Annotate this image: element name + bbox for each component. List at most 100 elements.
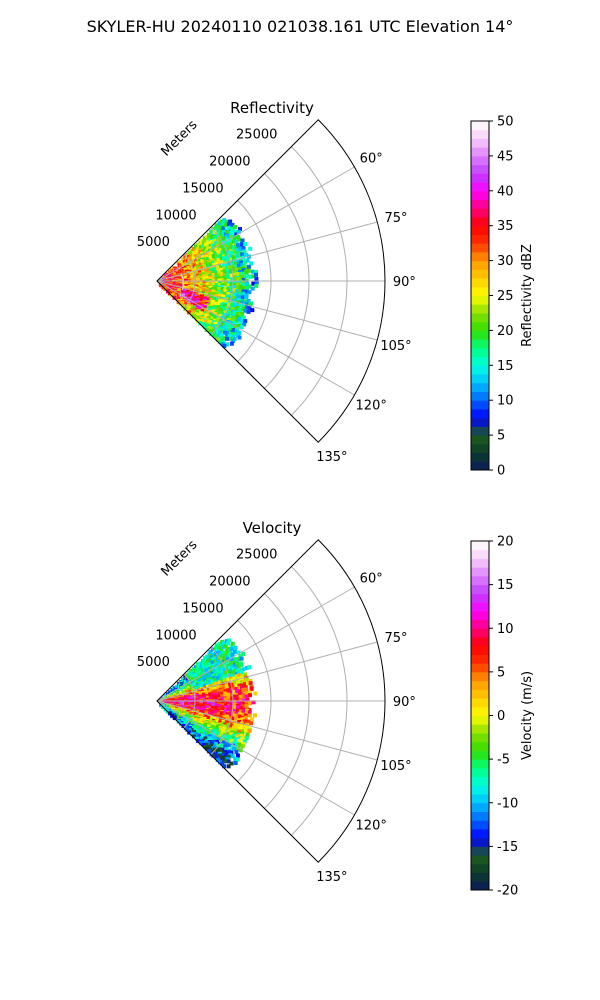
range-tick-label: 25000 (236, 548, 277, 563)
radar-gate (224, 280, 229, 285)
radar-gate (206, 731, 211, 736)
radar-gate (193, 307, 198, 312)
radar-gate (221, 280, 226, 285)
radar-gate (249, 686, 254, 691)
radar-gate (223, 709, 228, 714)
colorbar-segment (471, 251, 489, 262)
radar-gate (219, 711, 224, 716)
radar-gate (181, 724, 186, 728)
radar-gate (229, 693, 234, 698)
radar-gate (235, 248, 239, 253)
colorbar-segment (471, 408, 489, 419)
radar-gate (245, 258, 250, 263)
radar-gate (231, 321, 236, 326)
colorbar-segment (471, 391, 489, 401)
radar-gate (206, 736, 210, 741)
radar-gate (234, 749, 239, 754)
radar-gate (242, 701, 247, 706)
radar-gate (211, 227, 216, 232)
radar-gate (236, 230, 241, 234)
colorbar-segment (471, 121, 489, 131)
radar-gate (242, 322, 247, 327)
radar-gate (218, 685, 223, 689)
radar-gate (221, 309, 226, 314)
radar-gate (244, 286, 249, 291)
radar-gate (242, 694, 247, 699)
radar-gate (238, 266, 243, 271)
radar-gate (230, 277, 235, 282)
colorbar-segment (471, 584, 489, 594)
azimuth-tick-label: 75° (384, 211, 407, 226)
radar-gate (218, 718, 223, 723)
radar-gate (226, 707, 231, 712)
radar-gate (220, 761, 225, 766)
radar-gate (240, 674, 245, 679)
colorbar-segment (471, 147, 489, 157)
radar-gate (213, 653, 217, 658)
colorbar-segment (471, 654, 489, 664)
azimuth-tick-label: 105° (380, 759, 411, 774)
radar-gate (215, 704, 220, 709)
radar-gate (245, 732, 250, 737)
radar-gate (201, 312, 206, 317)
radar-gate (223, 310, 228, 315)
colorbar-segment (471, 575, 489, 586)
radar-gate (239, 656, 244, 661)
radar-gate (219, 314, 224, 318)
radar-gate (208, 285, 213, 290)
colorbar-segment (471, 619, 489, 629)
colorbar-segment (471, 339, 489, 349)
colorbar-segment (471, 400, 489, 410)
colorbar-segment (471, 234, 489, 244)
radar-gate (235, 258, 240, 263)
radar-gate (223, 286, 228, 291)
radar-gate (231, 267, 236, 272)
radar-gate (237, 683, 242, 688)
azimuth-tick-label: 120° (356, 819, 387, 834)
radar-gate (223, 223, 228, 228)
radar-gate (219, 755, 224, 760)
radar-gate (192, 734, 197, 739)
radar-gate (220, 721, 225, 726)
radar-gate (226, 641, 231, 646)
radar-gate (228, 219, 233, 224)
radar-gate (233, 280, 237, 285)
radar-gate (217, 673, 222, 678)
colorbar-tick-label: 40 (497, 184, 514, 199)
radar-gate (229, 282, 234, 287)
radar-gate (217, 302, 222, 307)
radar-gate (243, 685, 248, 690)
radar-gate (224, 703, 229, 708)
radar-gate (243, 266, 248, 271)
sector-outline (156, 119, 386, 443)
radar-gate (214, 223, 219, 228)
radar-gate (236, 729, 241, 734)
radar-gate (236, 705, 241, 710)
radar-gate (214, 693, 219, 698)
radar-gate (221, 674, 226, 678)
radar-gate (227, 334, 232, 339)
radar-gate (220, 747, 225, 752)
radar-gate (222, 324, 227, 329)
radar-gate (235, 294, 240, 298)
radar-gate (230, 685, 235, 690)
radar-gate (218, 340, 223, 344)
radar-gate (213, 729, 218, 734)
radar-gate (210, 320, 215, 325)
radar-gate (247, 284, 252, 289)
radar-gate (195, 725, 199, 730)
radar-gate (232, 740, 237, 745)
radar-gate (229, 661, 234, 666)
radar-gate (245, 709, 249, 713)
radar-gate (211, 702, 216, 707)
radar-gate (237, 657, 242, 662)
radar-gate (230, 653, 235, 658)
radar-gate (248, 693, 252, 698)
colorbar-segment (471, 549, 489, 559)
radar-gate (227, 299, 232, 304)
colorbar-segment (471, 312, 489, 323)
radar-gate (222, 303, 227, 308)
radar-gate (253, 713, 257, 718)
radar-gate (211, 744, 216, 749)
radar-gate (223, 269, 227, 274)
